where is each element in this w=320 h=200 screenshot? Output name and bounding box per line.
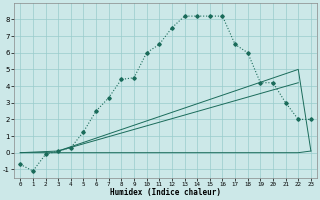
X-axis label: Humidex (Indice chaleur): Humidex (Indice chaleur) [110,188,221,197]
